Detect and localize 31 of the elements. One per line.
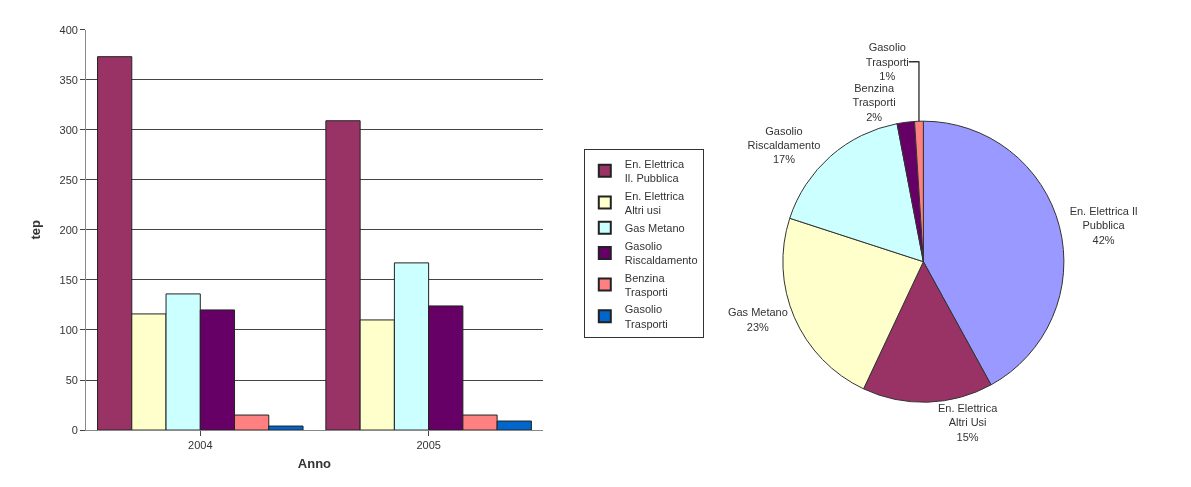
data-label: 2% <box>866 110 883 123</box>
data-label: 23% <box>746 320 770 333</box>
legend-label: En. Elettrica Il. Pubblica <box>624 157 685 185</box>
y-axis-title: tep <box>28 220 44 240</box>
x-tick-label: 2004 <box>188 439 213 452</box>
slice-label: En. Elettrica Il Pubblica <box>1069 205 1138 232</box>
y-tick-label: 200 <box>59 223 78 236</box>
y-tick-label: 350 <box>59 73 78 86</box>
y-tick-label: 250 <box>59 173 78 186</box>
slice-label: Gasolio Riscaldamento <box>747 124 821 151</box>
y-tick-label: 300 <box>59 123 78 136</box>
legend-label: Gasolio Riscaldamento <box>624 240 698 267</box>
slice-label: En. Elettrica Altri Usi <box>937 402 999 429</box>
legend-label: Gasolio Trasporti <box>624 303 668 330</box>
y-tick-label: 150 <box>59 273 78 286</box>
slice-label: Benzina Trasporti <box>852 82 896 109</box>
data-label: 15% <box>956 430 979 443</box>
x-axis-title: Anno <box>297 455 332 471</box>
slice-label: Gas Metano <box>727 306 788 319</box>
y-tick-label: 400 <box>59 23 78 36</box>
data-label: 17% <box>772 153 796 166</box>
legend-label: Benzina Trasporti <box>624 271 668 299</box>
x-tick-label: 2005 <box>416 439 441 452</box>
y-tick-label: 50 <box>65 373 78 386</box>
data-label: 1% <box>879 70 896 83</box>
legend-label: Gas Metano <box>624 221 685 234</box>
y-tick-label: 100 <box>59 323 78 336</box>
data-label: 42% <box>1092 233 1115 246</box>
legend-label: En. Elettrica Altri usi <box>624 189 685 216</box>
y-tick-label: 0 <box>71 423 78 436</box>
slice-label: Gasolio Trasporti <box>865 41 909 68</box>
